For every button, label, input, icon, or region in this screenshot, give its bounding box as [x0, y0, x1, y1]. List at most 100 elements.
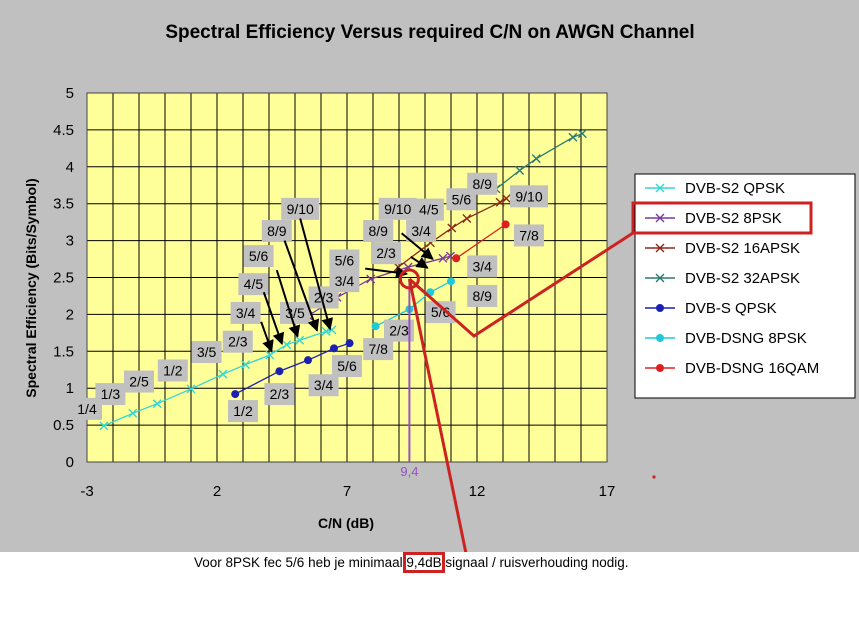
- y-tick-label: 1.5: [53, 343, 74, 360]
- y-tick-label: 4: [66, 159, 74, 176]
- code-rate-label: 3/4: [230, 301, 261, 324]
- label-background: [222, 330, 253, 353]
- code-rate-label: 3/5: [280, 301, 310, 324]
- label-background: [191, 341, 222, 364]
- series-dvb-s2-qpsk: [99, 325, 337, 431]
- label-background: [378, 197, 417, 220]
- label-text: 9/10: [515, 188, 542, 204]
- code-rate-label: 9/10: [378, 197, 417, 220]
- legend-label: DVB-DSNG 8PSK: [685, 330, 807, 347]
- annotation-overlay: 9,4: [398, 201, 813, 552]
- plot-border: [86, 92, 608, 463]
- plot-layer: -3 2 7 12 17 0 0.5 1 1.5 2 2.5 3 3.5 4 4.5 5 1/41/3 2/5 1/…: [53, 85, 615, 500]
- label-background: [514, 224, 544, 247]
- code-rate-label: 5/6: [425, 301, 456, 324]
- stray-mark: [652, 475, 656, 479]
- code-rate-label: 5/6: [243, 245, 274, 268]
- label-text: 3/4: [314, 377, 334, 393]
- label-background: [425, 301, 456, 324]
- y-tick-label: 2.5: [53, 270, 74, 287]
- label-text: 5/6: [431, 304, 451, 320]
- label-background: [363, 220, 394, 243]
- code-rate-label: 3/4: [467, 255, 498, 278]
- chart-title: Spectral Efficiency Versus required C/N …: [165, 22, 694, 43]
- code-rate-label: 1/3: [95, 383, 126, 406]
- label-text: 3/5: [285, 305, 305, 321]
- code-rate-label: 4/5: [238, 273, 269, 296]
- legend-swatch-marker: [656, 334, 664, 342]
- code-rate-label: 3/4: [406, 220, 437, 243]
- y-tick-label: 3: [66, 233, 74, 250]
- legend-swatch-marker: [655, 273, 665, 283]
- data-point: [345, 339, 354, 348]
- code-rate-label: 8/9: [363, 220, 394, 243]
- code-rate-label: 8/9: [261, 220, 292, 243]
- y-tick-label: 0.5: [53, 417, 74, 434]
- data-point: [462, 213, 472, 223]
- code-rate-label: 7/8: [363, 338, 394, 361]
- data-point: [330, 344, 338, 353]
- label-text: 8/9: [267, 223, 287, 239]
- x-tick-label: 2: [213, 483, 221, 500]
- x-tick-label: 7: [343, 483, 351, 500]
- data-point: [577, 129, 587, 139]
- label-background: [261, 220, 292, 243]
- label-text: 3/4: [236, 305, 256, 321]
- label-text: 2/3: [270, 386, 290, 402]
- y-tick-label: 3.5: [53, 196, 74, 213]
- data-point: [186, 384, 196, 394]
- label-text: 1/2: [163, 362, 183, 378]
- code-rate-label: 8/9: [467, 284, 498, 307]
- label-background: [230, 301, 261, 324]
- legend-label: DVB-S2 16APSK: [685, 240, 800, 257]
- data-point: [438, 253, 448, 263]
- chart-area: Spectral Efficiency Versus required C/N …: [0, 0, 859, 552]
- annotation-arrow: [299, 218, 334, 331]
- data-point: [99, 421, 109, 431]
- annotation-arrow: [262, 291, 285, 346]
- y-tick-label: 4.5: [53, 122, 74, 139]
- legend: DVB-S2 QPSK DVB-S2 8PSK DVB-S2 16APSK DVB-S…: [634, 173, 856, 399]
- legend-highlight-box: [631, 201, 813, 235]
- data-point: [128, 408, 138, 418]
- data-point: [275, 367, 284, 376]
- label-text: 9/10: [384, 201, 411, 217]
- code-rate-label: 9/10: [510, 185, 548, 208]
- label-text: 3/4: [411, 223, 431, 239]
- code-rate-label: 2/3: [384, 319, 414, 342]
- data-point: [447, 223, 457, 233]
- x-tick-label: 17: [599, 483, 616, 500]
- label-background: [72, 397, 102, 420]
- y-axis-label: Spectral Efficiency (Bits/Symbol): [23, 178, 39, 397]
- label-text: 3/5: [197, 344, 217, 360]
- code-rate-label: 2/3: [371, 242, 401, 265]
- legend-label: DVB-DSNG 16QAM: [685, 360, 819, 377]
- data-point: [371, 322, 380, 331]
- code-rate-label: 1/2: [157, 359, 188, 382]
- highlight-connector: [408, 231, 634, 338]
- legend-label: DVB-S2 QPSK: [685, 180, 785, 197]
- y-tick-label: 1: [66, 380, 74, 397]
- label-text: 2/3: [376, 245, 396, 261]
- label-text: 5/6: [337, 358, 357, 374]
- code-rate-label: 7/8: [514, 224, 544, 247]
- label-background: [510, 185, 548, 208]
- value-drop-label: 9,4: [400, 464, 418, 479]
- chart-svg: Spectral Efficiency Versus required C/N …: [23, 22, 856, 552]
- x-tick-label: -3: [80, 483, 93, 500]
- label-text: 5/6: [452, 191, 472, 207]
- code-rate-label: 2/3: [264, 383, 295, 406]
- label-background: [329, 249, 360, 272]
- legend-swatch-marker: [656, 364, 664, 372]
- caption-after: signaal / ruisverhouding nodig.: [441, 555, 629, 570]
- label-text: 1/3: [101, 386, 121, 402]
- label-background: [124, 370, 154, 393]
- label-text: 4/5: [244, 276, 264, 292]
- label-background: [228, 400, 258, 423]
- legend-swatch-marker: [656, 304, 664, 312]
- legend-box: [634, 173, 856, 399]
- label-background: [467, 255, 498, 278]
- label-text: 5/6: [249, 248, 269, 264]
- data-point: [452, 254, 461, 263]
- caption-connector: [407, 278, 468, 552]
